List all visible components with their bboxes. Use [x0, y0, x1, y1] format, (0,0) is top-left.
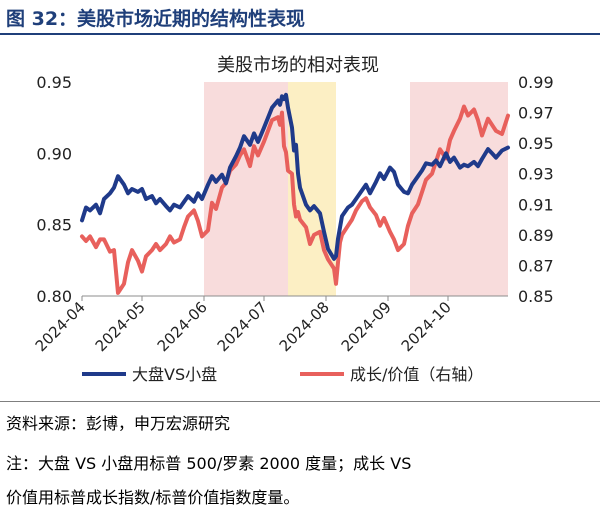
x-tick-label: 2024-10 — [398, 298, 455, 355]
legend-item-growth-value-label: 成长/价值（右轴） — [350, 365, 483, 384]
chart-legend: 大盘VS小盘 成长/价值（右轴） — [82, 365, 483, 384]
y-left-tick-label: 0.95 — [36, 73, 72, 92]
series-line-growth-value — [80, 104, 510, 295]
y-left-tick-label: 0.85 — [36, 216, 72, 235]
note-line-1: 注：大盘 VS 小盘用标普 500/罗素 2000 度量；成长 VS — [6, 454, 412, 473]
source-text: 资料来源：彭博，申万宏源研究 — [6, 414, 231, 433]
y-right-tick-label: 0.91 — [518, 195, 554, 214]
chart-container: 美股市场的相对表现 0.80 0.85 0.90 0.95 0.85 0.87 0.89 0.… — [0, 36, 600, 398]
y-left-tick-label: 0.80 — [36, 287, 72, 306]
title-underline — [0, 33, 600, 35]
series-line-large-small — [80, 92, 510, 261]
y-right-tick-label: 0.97 — [518, 104, 554, 123]
relative-performance-chart: 美股市场的相对表现 0.80 0.85 0.90 0.95 0.85 0.87 0.89 0.… — [32, 55, 554, 384]
x-tick-label: 2024-08 — [276, 298, 333, 355]
shaded-region-1 — [204, 82, 288, 296]
legend-item-large-small-label: 大盘VS小盘 — [132, 365, 217, 384]
x-tick-label: 2024-05 — [92, 298, 149, 355]
y-right-tick-label: 0.99 — [518, 73, 554, 92]
y-right-tick-label: 0.87 — [518, 256, 554, 275]
y-left-tick-label: 0.90 — [36, 144, 72, 163]
source-divider — [0, 401, 600, 402]
x-tick-label: 2024-04 — [32, 298, 89, 355]
y-right-tick-label: 0.85 — [518, 287, 554, 306]
y-right-tick-label: 0.89 — [518, 226, 554, 245]
x-tick-label: 2024-09 — [338, 298, 395, 355]
x-tick-label: 2024-06 — [154, 298, 211, 355]
y-right-tick-label: 0.95 — [518, 134, 554, 153]
x-tick-label: 2024-07 — [214, 298, 271, 355]
figure-title: 图 32：美股市场近期的结构性表现 — [6, 8, 306, 30]
y-right-tick-label: 0.93 — [518, 165, 554, 184]
note-line-2: 价值用标普成长指数/标普价值指数度量。 — [6, 488, 300, 507]
series-lines — [80, 92, 510, 295]
chart-title: 美股市场的相对表现 — [217, 55, 379, 76]
figure-header: 图 32：美股市场近期的结构性表现 — [0, 0, 600, 35]
